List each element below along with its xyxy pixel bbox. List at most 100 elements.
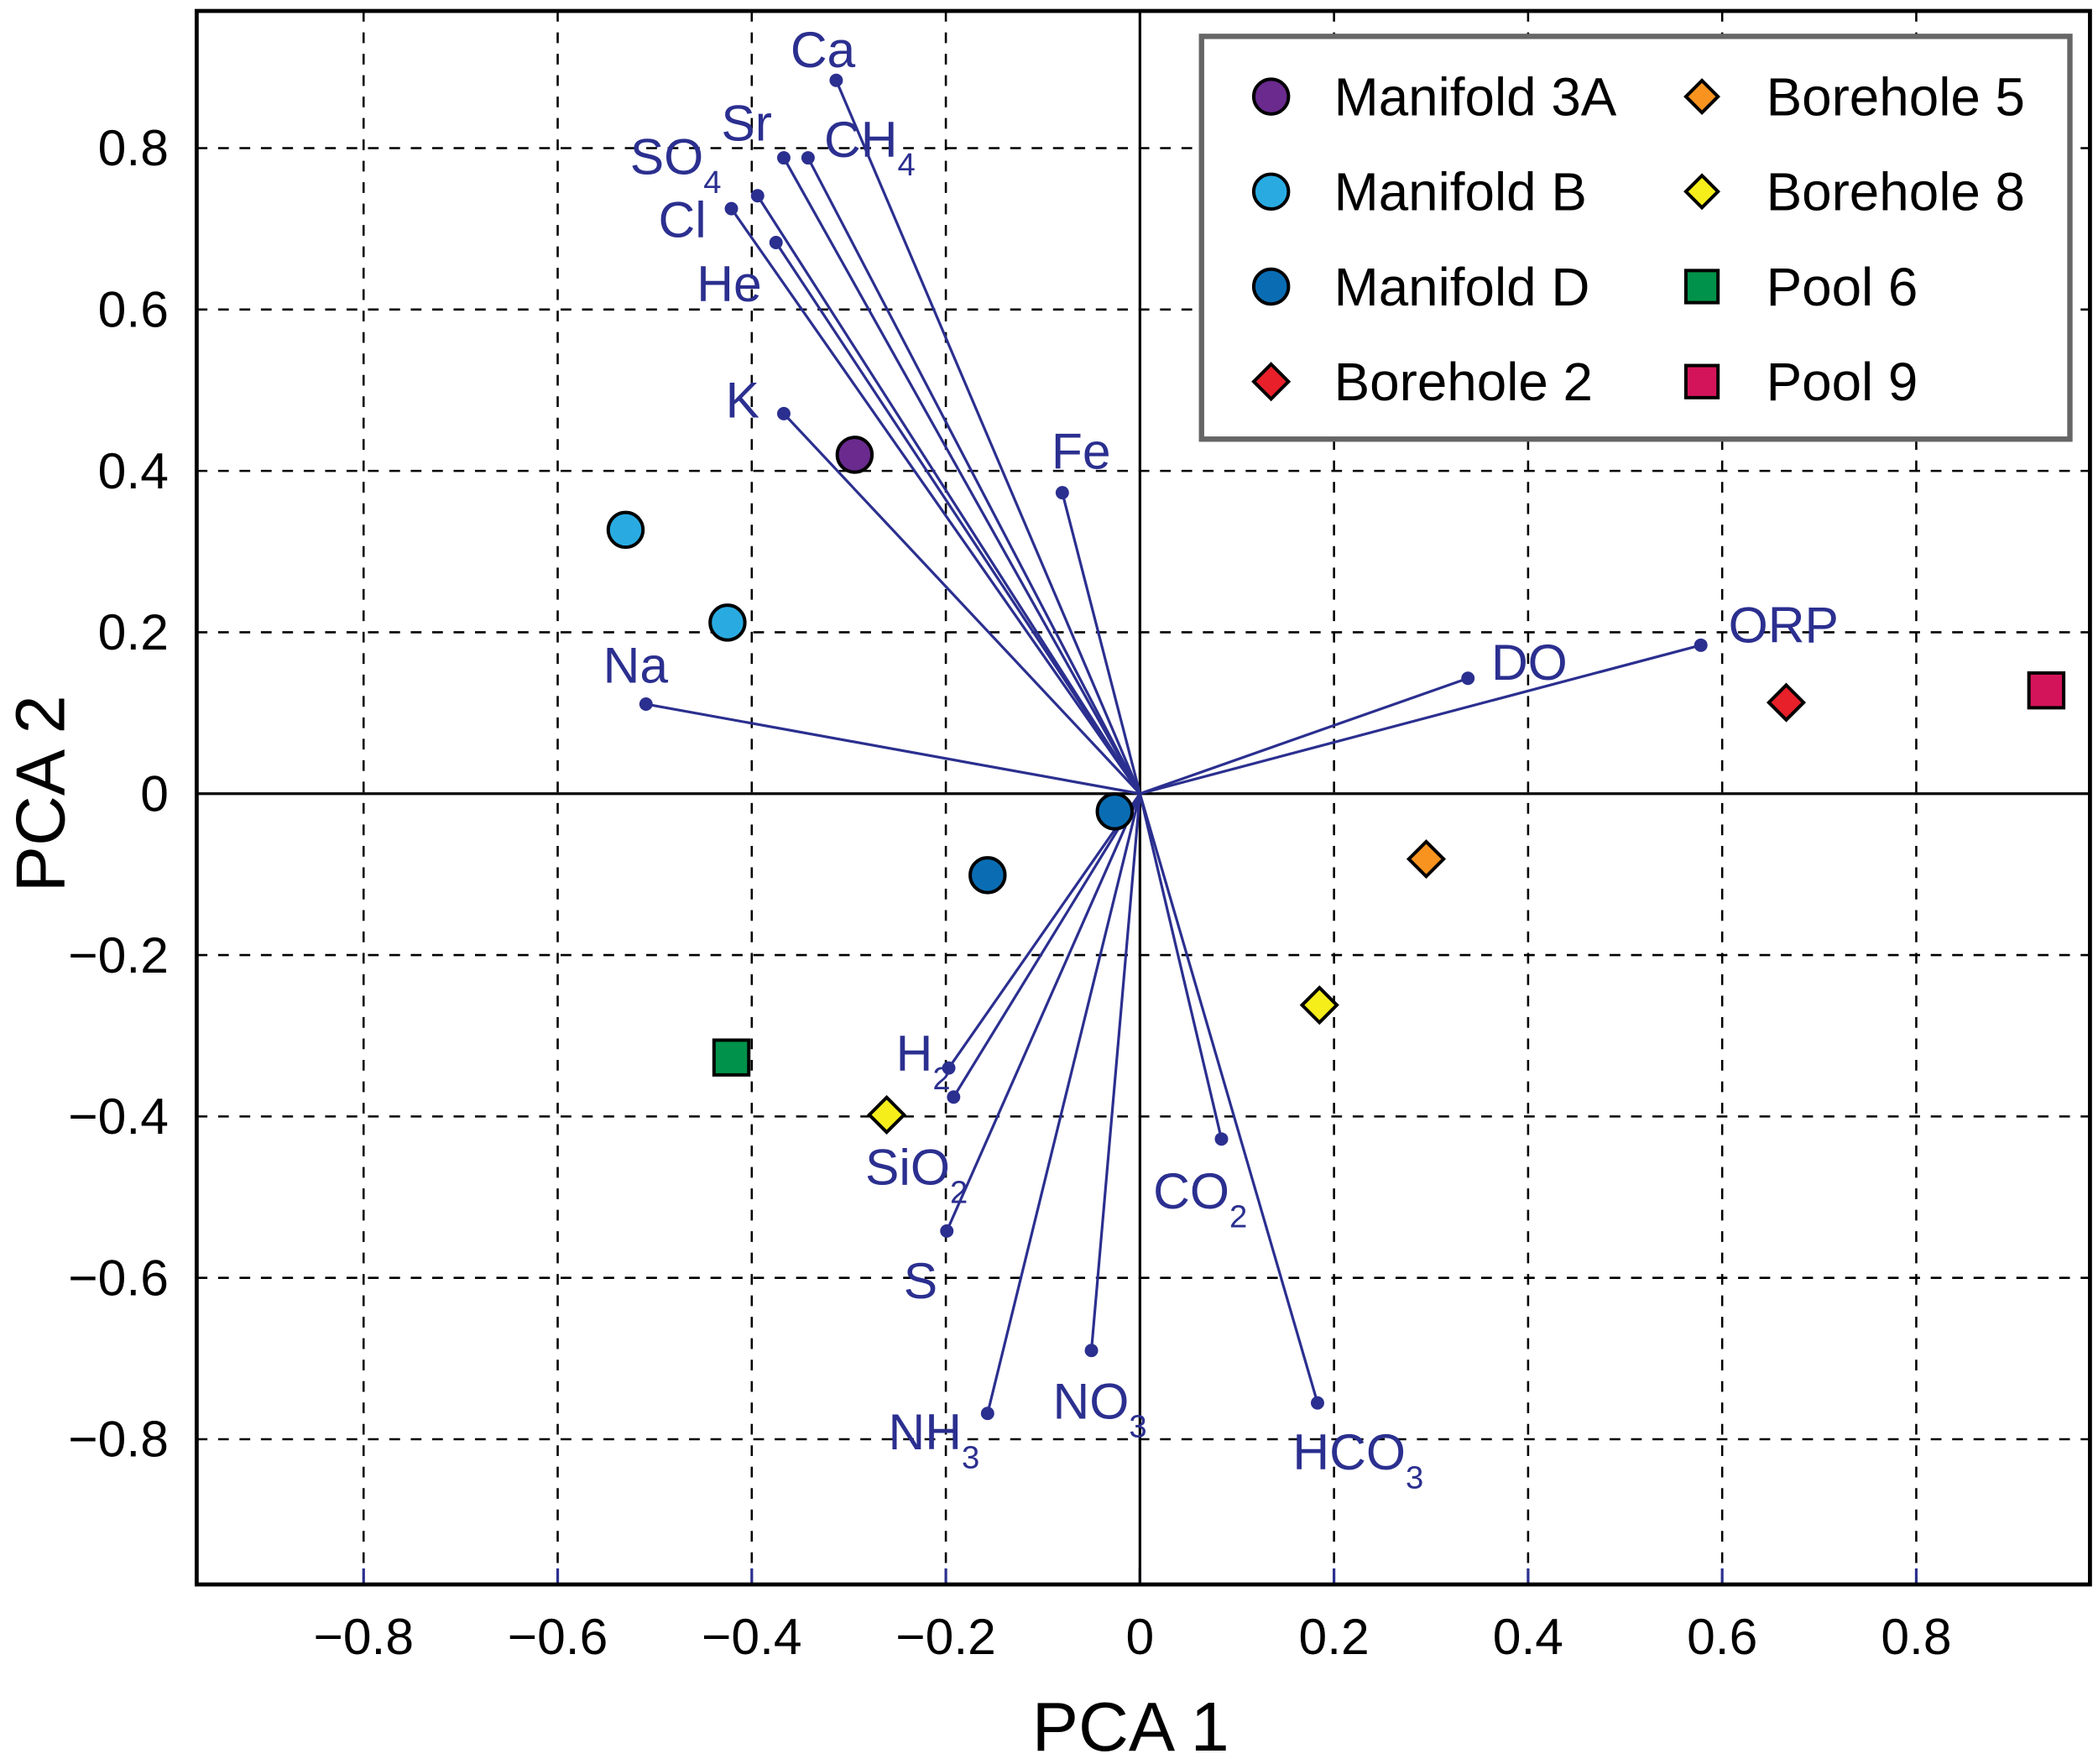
loading-endpoint: [980, 1407, 994, 1421]
legend-marker: [1683, 363, 1720, 399]
loading-vector-h2: [947, 792, 1141, 1069]
y-tick-label: −0.8: [68, 1411, 169, 1468]
loading-vector-ca: [834, 80, 1141, 795]
y-tick-label: −0.6: [68, 1249, 169, 1306]
loading-label-so4: SO4: [630, 128, 722, 201]
legend-marker: [1251, 77, 1291, 116]
y-tick-label: 0.8: [98, 119, 169, 176]
legend-label: Pool 6: [1767, 257, 1918, 317]
loading-label-he: He: [697, 255, 761, 312]
loading-endpoint: [777, 151, 791, 165]
legend-marker: [1251, 267, 1291, 306]
loading-vector-so4: [756, 195, 1141, 795]
loading-label-k: K: [726, 372, 759, 429]
loading-label-ch4: CH4: [824, 111, 916, 183]
loading-vector-cl: [730, 207, 1141, 795]
x-tick-label: 0: [1126, 1608, 1155, 1665]
loading-endpoint: [947, 1090, 961, 1104]
legend-label: Manifold 3A: [1334, 66, 1617, 127]
loading-vector-no3: [1089, 793, 1141, 1351]
x-tick-label: −0.2: [895, 1608, 996, 1665]
x-tick-label: 0.2: [1299, 1608, 1370, 1665]
legend-label: Pool 9: [1767, 352, 1918, 412]
x-axis-label: PCA 1: [1032, 1688, 1229, 1764]
loading-vector-hco3: [1138, 793, 1319, 1404]
legend-marker: [1683, 78, 1721, 116]
loading-label-s: S: [904, 1252, 937, 1309]
loading-endpoint: [942, 1061, 956, 1075]
legend-label: Borehole 8: [1767, 162, 2025, 222]
loading-vector-fe: [1061, 492, 1141, 795]
loading-endpoint: [777, 406, 791, 420]
loading-endpoint: [639, 697, 653, 711]
x-tick-label: 0.6: [1687, 1608, 1757, 1665]
loading-vector-sr: [782, 157, 1141, 795]
loading-vector-s: [945, 793, 1141, 1232]
legend-marker: [1683, 173, 1721, 211]
point-pool-6: [712, 1038, 751, 1077]
loading-endpoint: [940, 1224, 954, 1238]
loading-vector-orp: [1139, 644, 1702, 796]
y-tick-label: 0.2: [98, 603, 169, 660]
loading-label-orp: ORP: [1729, 597, 1839, 654]
loading-label-na: Na: [603, 636, 669, 693]
loading-endpoint: [1461, 671, 1475, 686]
point-borehole-5: [1406, 839, 1447, 879]
point-borehole-2: [1766, 682, 1807, 723]
x-tick-label: −0.8: [313, 1608, 414, 1665]
loading-endpoint: [1055, 486, 1069, 500]
y-tick-label: 0: [140, 765, 169, 822]
loading-vector-nh3: [986, 793, 1141, 1414]
loading-label-h2: H2: [896, 1025, 951, 1097]
loading-label-sr: Sr: [721, 95, 772, 152]
loading-label-fe: Fe: [1052, 422, 1111, 479]
y-tick-label: −0.4: [68, 1088, 169, 1145]
loading-label-sio2: SiO2: [865, 1138, 968, 1210]
tick-labels: −0.8 −0.6 −0.4 −0.2 0 0.2 0.4 0.6 0.8 −0.8 −0.6 −0.…: [68, 119, 1951, 1665]
loading-vector-co2: [1138, 793, 1224, 1140]
x-tick-label: −0.6: [508, 1608, 608, 1665]
y-tick-label: 0.6: [98, 281, 169, 338]
loading-vector-do: [1139, 676, 1469, 796]
point-borehole-8: [867, 1094, 907, 1135]
loading-endpoint: [1214, 1132, 1229, 1146]
loading-vector-he: [775, 242, 1141, 795]
legend-label: Borehole 5: [1767, 66, 2025, 127]
loading-endpoint: [1084, 1344, 1099, 1358]
loading-label-nh3: NH3: [888, 1403, 979, 1475]
loading-label-no3: NO3: [1053, 1372, 1147, 1444]
y-axis-label: PCA 2: [2, 695, 80, 892]
legend-box: [1198, 34, 2073, 442]
loading-endpoint: [769, 236, 783, 249]
point-manifold-3a: [835, 436, 874, 474]
loading-vector-na: [645, 702, 1140, 796]
loading-label-hco3: HCO3: [1292, 1423, 1423, 1495]
loading-vector-sio2: [952, 792, 1141, 1099]
point-borehole-8: [1299, 985, 1339, 1026]
point-manifold-b: [708, 603, 747, 642]
loading-label-cl: Cl: [659, 191, 707, 248]
loading-label-co2: CO2: [1153, 1162, 1247, 1234]
legend-label: Borehole 2: [1334, 352, 1593, 412]
x-tick-label: 0.8: [1881, 1608, 1951, 1665]
loading-endpoint: [829, 73, 843, 87]
x-tick-label: 0.4: [1493, 1608, 1563, 1665]
legend: Manifold 3A Manifold B Manifold D Borehole …: [1198, 34, 2073, 442]
loading-endpoint: [1310, 1396, 1324, 1410]
loading-label-ca: Ca: [791, 21, 856, 78]
point-manifold-d: [1095, 792, 1135, 831]
point-pool-9: [2027, 671, 2066, 710]
legend-marker: [1251, 172, 1291, 211]
loading-endpoint: [1694, 638, 1708, 652]
legend-label: Manifold D: [1334, 257, 1590, 317]
loading-vector-k: [782, 412, 1141, 795]
loading-endpoint: [750, 189, 765, 203]
loading-vector-ch4: [806, 157, 1141, 795]
legend-marker: [1683, 269, 1720, 305]
loading-endpoint: [724, 201, 738, 216]
loading-endpoint: [801, 151, 815, 165]
y-tick-label: 0.4: [98, 442, 169, 499]
plot-frame: [194, 8, 2092, 1587]
